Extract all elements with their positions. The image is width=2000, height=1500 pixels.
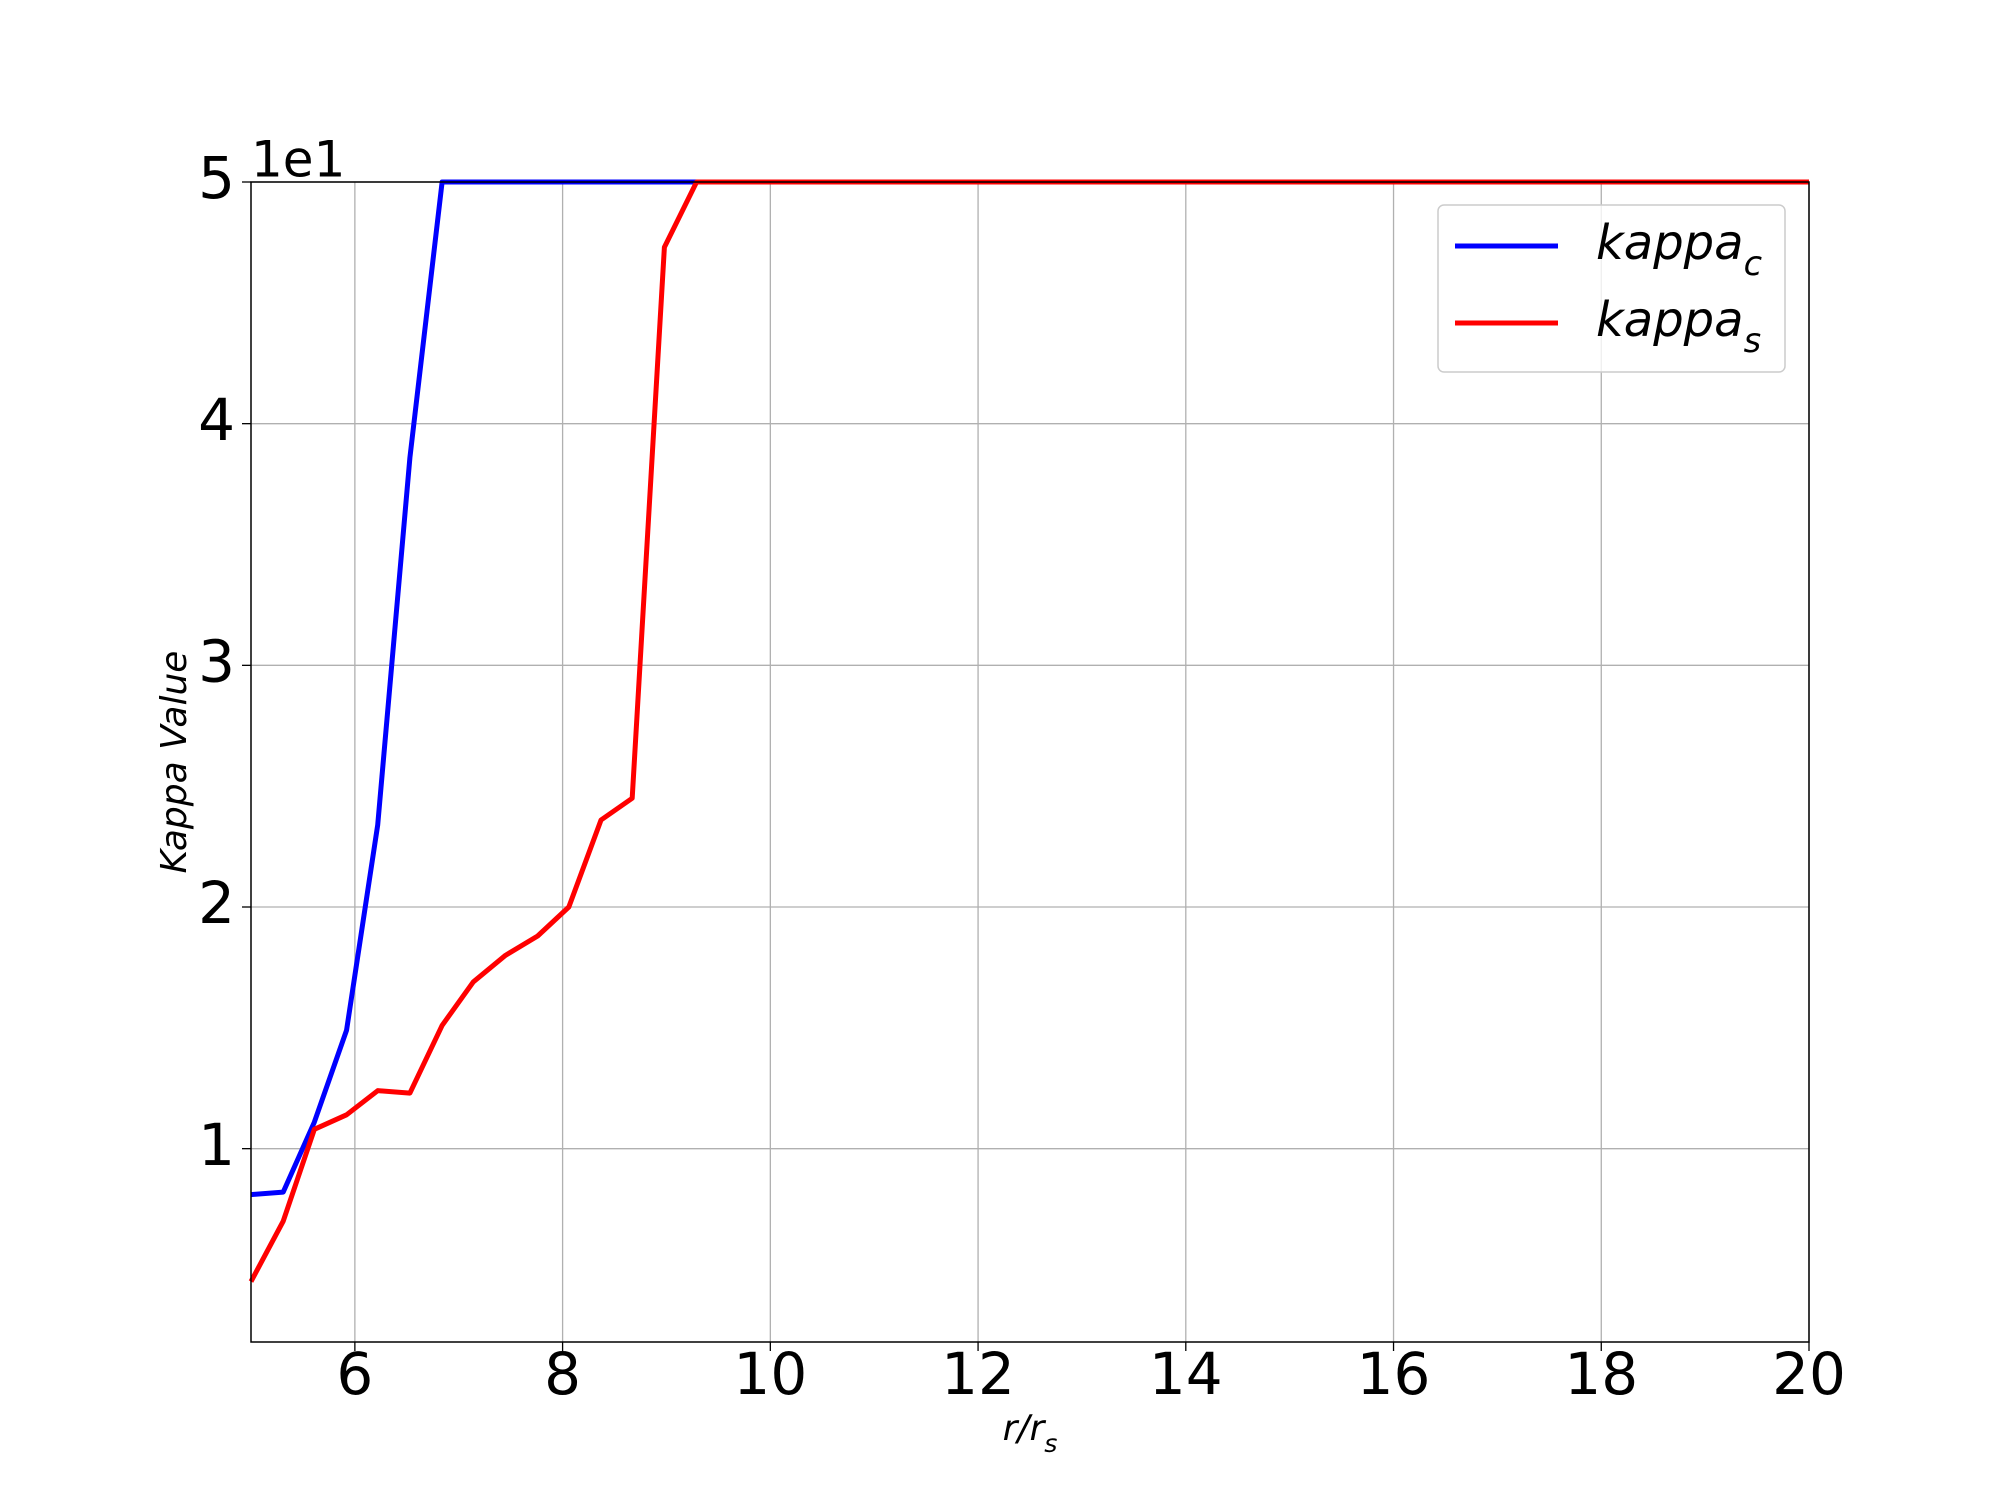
axes-frame (250, 181, 1810, 1343)
x-tick-label: 18 (1564, 1340, 1638, 1408)
x-tick-label: 14 (1149, 1340, 1223, 1408)
y-axis-label: Kappa Value (154, 651, 195, 874)
x-tick-label: 12 (941, 1340, 1015, 1408)
y-tick-label: 5 (198, 144, 235, 212)
x-tick-label: 16 (1357, 1340, 1431, 1408)
x-tick-label: 10 (733, 1340, 807, 1408)
x-tick-label: 6 (336, 1340, 373, 1408)
legend-label: kappac (1596, 215, 1762, 283)
y-offset-label: 1e1 (251, 131, 345, 189)
x-tick-label: 8 (544, 1340, 581, 1408)
y-tick-label: 2 (198, 869, 235, 937)
legend-label: kappas (1596, 292, 1761, 360)
x-tick-label: 20 (1772, 1340, 1846, 1408)
legend: kappac kappas (1437, 204, 1786, 373)
y-tick-label: 4 (198, 386, 235, 454)
x-axis-label: r/rs (1003, 1408, 1058, 1458)
y-tick-label: 1 (198, 1111, 235, 1179)
y-tick-label: 3 (198, 627, 235, 695)
